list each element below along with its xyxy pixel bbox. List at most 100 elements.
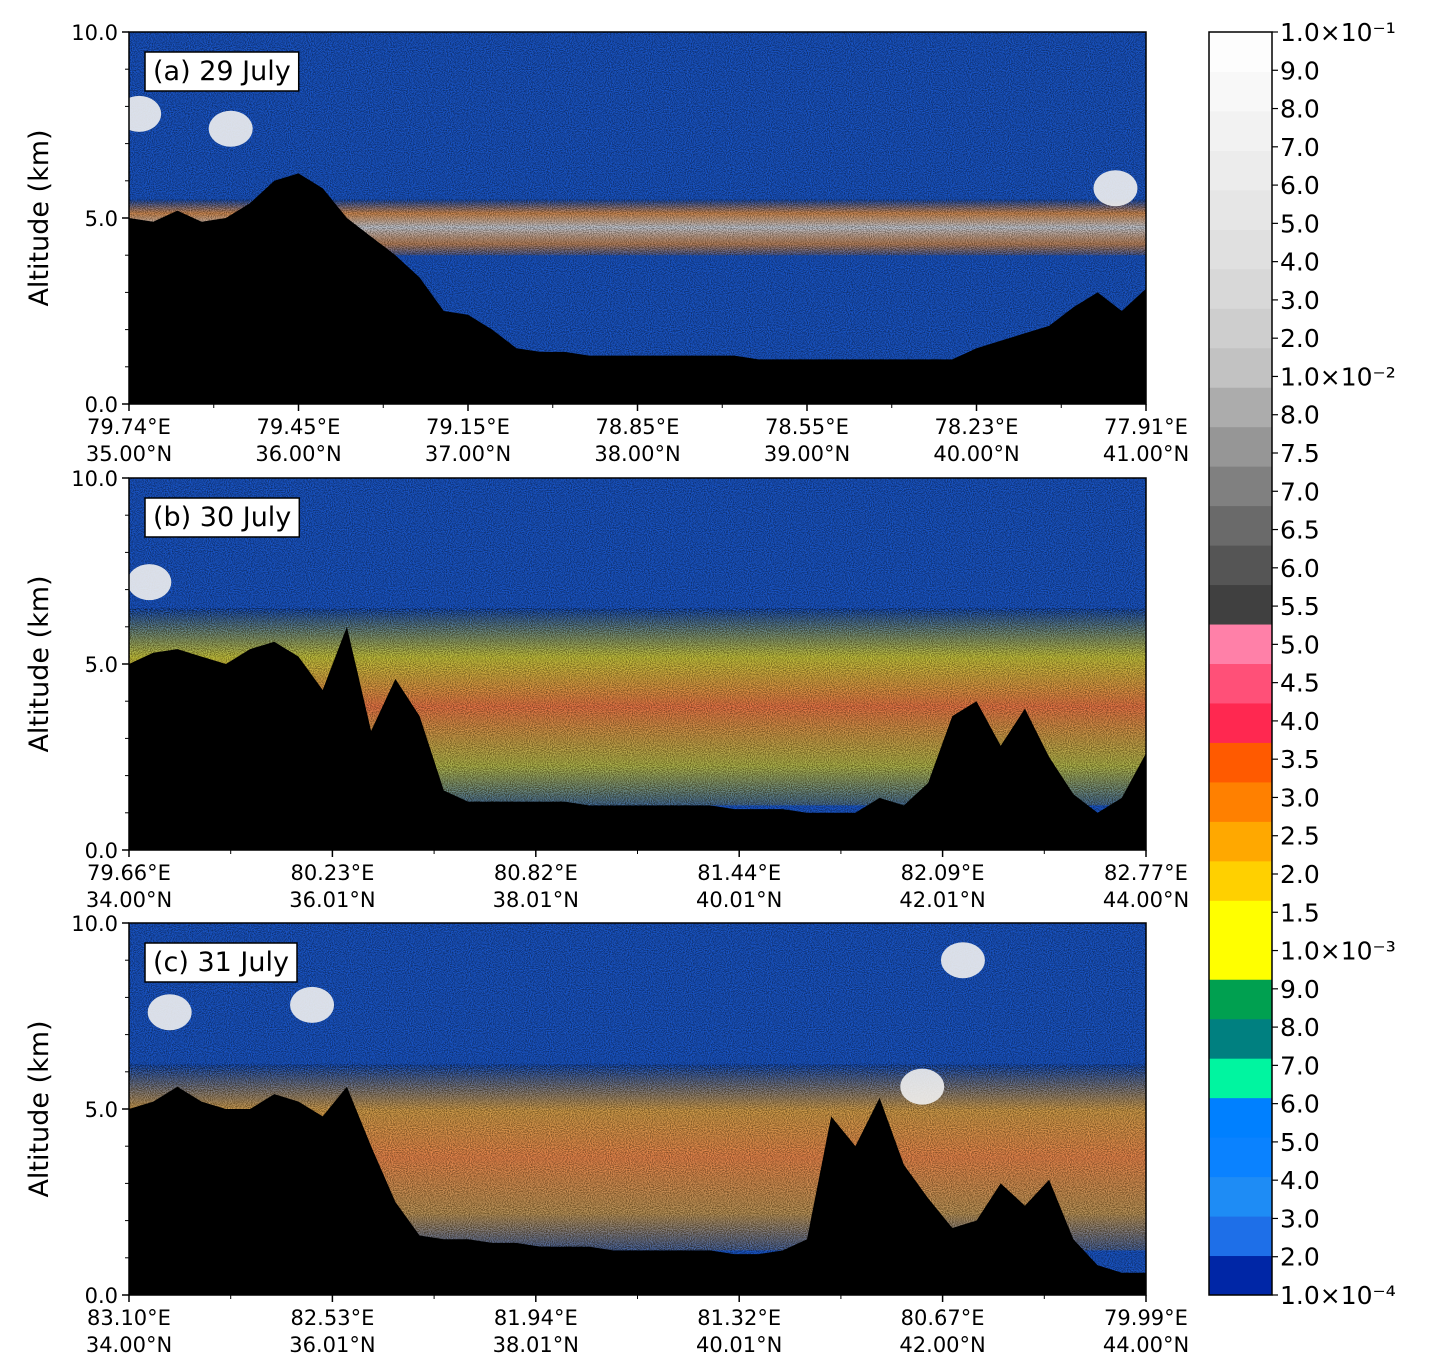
colorbar-swatch <box>1209 624 1272 664</box>
colorbar-swatch <box>1209 150 1272 191</box>
colorbar-swatch <box>1209 1216 1272 1257</box>
colorbar-tick-label: 2.5 <box>1280 822 1320 851</box>
x-tick-lon: 80.67°E <box>901 1306 985 1330</box>
colorbar-tick-label: 9.0 <box>1280 56 1320 85</box>
x-tick-lat: 39.00°N <box>764 442 850 466</box>
colorbar-swatch <box>1209 900 1272 941</box>
x-tick-lat: 40.00°N <box>933 442 1019 466</box>
colorbar-tick-label: 6.0 <box>1280 1090 1320 1119</box>
cloud-1 <box>147 994 192 1031</box>
y-tick-label: 10.0 <box>71 21 118 45</box>
cloud-4 <box>900 1068 945 1105</box>
panel-label-box <box>144 942 298 983</box>
panel-1: 0.0 5.0 10.0 Altitude (km) 79.74°E 35.00°N 79.… <box>24 21 1189 466</box>
panel-3: 0.0 5.0 10.0 Altitude (km) 83.10°E 34.00°N 82.… <box>24 912 1189 1357</box>
panel-label-box <box>144 51 300 92</box>
x-tick-lat: 36.00°N <box>255 442 341 466</box>
colorbar-tick-label: 9.0 <box>1280 975 1320 1004</box>
x-tick-lon: 80.82°E <box>494 861 578 885</box>
x-tick-lon: 78.55°E <box>765 415 849 439</box>
panel-label-text: (b) 30 July <box>153 502 291 533</box>
panel-label-text: (a) 29 July <box>153 56 291 87</box>
colorbar-tick-label: 4.0 <box>1280 1166 1320 1195</box>
colorbar-swatch <box>1209 189 1272 230</box>
x-tick-lat: 38.01°N <box>493 888 579 912</box>
x-tick-lon: 78.23°E <box>935 415 1019 439</box>
x-tick-lon: 77.91°E <box>1104 415 1188 439</box>
y-axis-label: Altitude (km) <box>24 1020 55 1197</box>
colorbar-swatch <box>1209 1018 1272 1059</box>
y-tick-label: 10.0 <box>71 912 118 936</box>
colorbar-tick-label: 2.0 <box>1280 860 1320 889</box>
colorbar-tick-label: 5.5 <box>1280 592 1320 621</box>
x-tick-lat: 38.01°N <box>493 1333 579 1357</box>
colorbar-swatch <box>1209 584 1272 625</box>
colorbar-tick-label: 2.0 <box>1280 324 1320 353</box>
colorbar: 1.0×10⁻⁴ 2.0 3.0 4.0 5.0 6.0 7.0 8.0 9.0 1.0×10⁻³… <box>1208 18 1396 1310</box>
x-tick-lat: 34.00°N <box>86 888 172 912</box>
colorbar-swatch <box>1209 71 1272 112</box>
colorbar-tick-label: 6.5 <box>1280 516 1320 545</box>
colorbar-swatch <box>1209 1255 1272 1296</box>
y-tick-label: 0.0 <box>85 839 118 863</box>
x-tick-lon: 82.77°E <box>1104 861 1188 885</box>
colorbar-swatch <box>1209 702 1272 743</box>
x-tick-lat: 42.01°N <box>899 888 985 912</box>
colorbar-tick-label: 4.5 <box>1280 669 1320 698</box>
y-tick-label: 10.0 <box>71 467 118 491</box>
x-tick-lon: 82.53°E <box>290 1306 374 1330</box>
terrain <box>129 173 1146 404</box>
colorbar-swatch <box>1209 663 1272 704</box>
colorbar-tick-label: 8.0 <box>1280 1013 1320 1042</box>
x-tick-lon: 81.32°E <box>697 1306 781 1330</box>
colorbar-swatch <box>1209 860 1272 901</box>
x-tick-lon: 81.94°E <box>494 1306 578 1330</box>
cloud-3 <box>1093 170 1138 207</box>
x-tick-lon: 79.74°E <box>87 415 171 439</box>
colorbar-swatch <box>1209 505 1272 546</box>
plot-area <box>129 923 1146 1295</box>
x-tick-lon: 82.09°E <box>901 861 985 885</box>
colorbar-swatch <box>1209 545 1272 586</box>
x-tick-lon: 79.66°E <box>87 861 171 885</box>
colorbar-tick-label: 6.0 <box>1280 554 1320 583</box>
panel-label: (b) 30 July <box>144 497 301 538</box>
colorbar-tick-label: 1.0×10⁻⁴ <box>1280 1281 1396 1310</box>
x-tick-lon: 79.15°E <box>426 415 510 439</box>
y-tick-label: 0.0 <box>85 393 118 417</box>
colorbar-tick-label: 8.0 <box>1280 401 1320 430</box>
colorbar-tick-label: 7.0 <box>1280 477 1320 506</box>
colorbar-swatch <box>1209 268 1272 309</box>
x-tick-lat: 35.00°N <box>86 442 172 466</box>
colorbar-swatch <box>1209 1097 1272 1138</box>
colorbar-swatch <box>1209 229 1272 270</box>
colorbar-swatch <box>1209 32 1272 72</box>
x-tick-lat: 38.00°N <box>594 442 680 466</box>
x-tick-lat: 44.00°N <box>1103 888 1189 912</box>
terrain <box>129 1086 1146 1295</box>
colorbar-tick-label: 7.5 <box>1280 439 1320 468</box>
colorbar-tick-label: 4.0 <box>1280 707 1320 736</box>
colorbar-tick-label: 6.0 <box>1280 171 1320 200</box>
panel-2: 0.0 5.0 10.0 Altitude (km) 79.66°E 34.00°N 80.… <box>24 467 1189 912</box>
terrain <box>129 626 1146 850</box>
colorbar-tick-label: 3.0 <box>1280 286 1320 315</box>
colorbar-tick-label: 4.0 <box>1280 248 1320 277</box>
colorbar-tick-label: 8.0 <box>1280 95 1320 124</box>
colorbar-swatch <box>1209 939 1272 980</box>
x-tick-lon: 83.10°E <box>87 1306 171 1330</box>
plot-area <box>129 32 1146 404</box>
cloud-2 <box>208 110 253 147</box>
colorbar-swatch <box>1209 308 1272 349</box>
x-tick-lat: 37.00°N <box>425 442 511 466</box>
colorbar-frame <box>1208 31 1273 1296</box>
colorbar-tick-label: 5.0 <box>1280 209 1320 238</box>
colorbar-tick-label: 7.0 <box>1280 133 1320 162</box>
plot-area <box>129 478 1146 850</box>
cloud-1 <box>129 564 172 601</box>
x-tick-lat: 44.00°N <box>1103 1333 1189 1357</box>
x-tick-lat: 36.01°N <box>289 888 375 912</box>
x-tick-lon: 78.85°E <box>596 415 680 439</box>
colorbar-swatch <box>1209 1137 1272 1178</box>
